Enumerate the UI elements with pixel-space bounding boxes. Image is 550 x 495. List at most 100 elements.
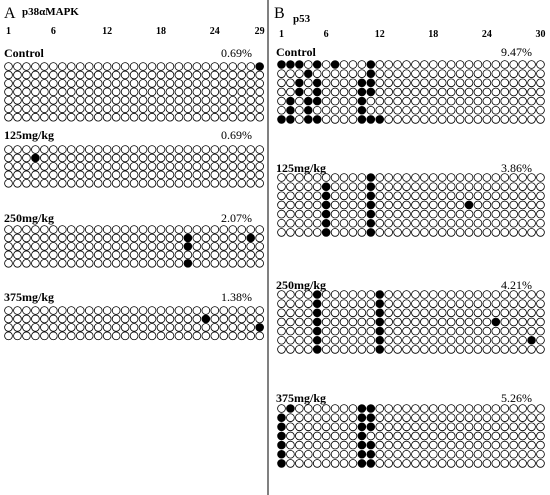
unmethylated-cpg-dot bbox=[183, 323, 193, 332]
unmethylated-cpg-dot bbox=[482, 78, 492, 88]
unmethylated-cpg-dot bbox=[491, 60, 501, 69]
unmethylated-cpg-dot bbox=[473, 449, 483, 459]
unmethylated-cpg-dot bbox=[129, 62, 139, 71]
unmethylated-cpg-dot bbox=[437, 173, 447, 182]
cpg-tick-30: 30 bbox=[535, 29, 545, 40]
unmethylated-cpg-dot bbox=[246, 331, 255, 341]
unmethylated-cpg-dot bbox=[446, 317, 456, 327]
unmethylated-cpg-dot bbox=[491, 173, 501, 182]
unmethylated-cpg-dot bbox=[500, 78, 510, 88]
unmethylated-cpg-dot bbox=[455, 105, 465, 115]
unmethylated-cpg-dot bbox=[393, 228, 402, 237]
unmethylated-cpg-dot bbox=[312, 200, 322, 210]
unmethylated-cpg-dot bbox=[4, 104, 13, 114]
unmethylated-cpg-dot bbox=[500, 449, 510, 459]
methylated-cpg-dot bbox=[246, 233, 255, 243]
unmethylated-cpg-dot bbox=[411, 449, 420, 459]
unmethylated-cpg-dot bbox=[255, 250, 264, 260]
unmethylated-cpg-dot bbox=[500, 345, 510, 354]
unmethylated-cpg-dot bbox=[402, 335, 411, 345]
unmethylated-cpg-dot bbox=[129, 79, 139, 88]
unmethylated-cpg-dot bbox=[455, 299, 465, 308]
group-125mg-kg: 125mg/kg 3.86% bbox=[276, 161, 545, 237]
unmethylated-cpg-dot bbox=[219, 104, 229, 114]
unmethylated-cpg-dot bbox=[111, 145, 121, 154]
unmethylated-cpg-dot bbox=[286, 182, 295, 191]
unmethylated-cpg-dot bbox=[156, 153, 166, 163]
unmethylated-cpg-dot bbox=[277, 105, 286, 115]
unmethylated-cpg-dot bbox=[518, 105, 527, 115]
unmethylated-cpg-dot bbox=[384, 96, 393, 106]
unmethylated-cpg-dot bbox=[183, 87, 193, 97]
unmethylated-cpg-dot bbox=[527, 326, 536, 336]
unmethylated-cpg-dot bbox=[437, 218, 447, 228]
unmethylated-cpg-dot bbox=[357, 218, 367, 228]
unmethylated-cpg-dot bbox=[348, 105, 358, 115]
unmethylated-cpg-dot bbox=[384, 317, 393, 327]
unmethylated-cpg-dot bbox=[402, 115, 411, 124]
unmethylated-cpg-dot bbox=[66, 323, 76, 332]
unmethylated-cpg-dot bbox=[165, 112, 175, 122]
unmethylated-cpg-dot bbox=[473, 209, 483, 219]
unmethylated-cpg-dot bbox=[411, 228, 420, 237]
unmethylated-cpg-dot bbox=[147, 323, 157, 332]
unmethylated-cpg-dot bbox=[420, 335, 429, 345]
unmethylated-cpg-dot bbox=[491, 78, 501, 88]
unmethylated-cpg-dot bbox=[31, 258, 40, 268]
unmethylated-cpg-dot bbox=[330, 299, 340, 308]
unmethylated-cpg-dot bbox=[473, 182, 483, 191]
unmethylated-cpg-dot bbox=[509, 115, 518, 124]
unmethylated-cpg-dot bbox=[93, 306, 103, 315]
unmethylated-cpg-dot bbox=[40, 306, 49, 315]
methylated-cpg-dot bbox=[357, 96, 367, 106]
unmethylated-cpg-dot bbox=[49, 233, 58, 243]
unmethylated-cpg-dot bbox=[40, 242, 49, 251]
unmethylated-cpg-dot bbox=[518, 326, 527, 336]
unmethylated-cpg-dot bbox=[402, 422, 411, 432]
unmethylated-cpg-dot bbox=[295, 218, 304, 228]
unmethylated-cpg-dot bbox=[40, 62, 49, 71]
unmethylated-cpg-dot bbox=[518, 191, 527, 201]
unmethylated-cpg-dot bbox=[321, 326, 331, 336]
unmethylated-cpg-dot bbox=[366, 105, 376, 115]
unmethylated-cpg-dot bbox=[295, 96, 304, 106]
unmethylated-cpg-dot bbox=[22, 331, 31, 341]
unmethylated-cpg-dot bbox=[22, 323, 31, 332]
unmethylated-cpg-dot bbox=[129, 162, 139, 171]
unmethylated-cpg-dot bbox=[102, 104, 112, 114]
unmethylated-cpg-dot bbox=[500, 105, 510, 115]
unmethylated-cpg-dot bbox=[303, 299, 313, 308]
unmethylated-cpg-dot bbox=[375, 449, 385, 459]
unmethylated-cpg-dot bbox=[75, 242, 85, 251]
unmethylated-cpg-dot bbox=[120, 96, 130, 105]
unmethylated-cpg-dot bbox=[464, 60, 474, 69]
unmethylated-cpg-dot bbox=[40, 162, 49, 171]
methylated-cpg-dot bbox=[357, 459, 367, 468]
unmethylated-cpg-dot bbox=[348, 60, 358, 69]
unmethylated-cpg-dot bbox=[500, 87, 510, 97]
unmethylated-cpg-dot bbox=[375, 440, 385, 450]
unmethylated-cpg-dot bbox=[330, 173, 340, 182]
unmethylated-cpg-dot bbox=[255, 104, 264, 114]
unmethylated-cpg-dot bbox=[58, 306, 67, 315]
unmethylated-cpg-dot bbox=[156, 250, 166, 260]
unmethylated-cpg-dot bbox=[446, 60, 456, 69]
unmethylated-cpg-dot bbox=[93, 145, 103, 154]
unmethylated-cpg-dot bbox=[246, 225, 255, 234]
unmethylated-cpg-dot bbox=[93, 62, 103, 71]
unmethylated-cpg-dot bbox=[129, 70, 139, 80]
unmethylated-cpg-dot bbox=[102, 170, 112, 180]
unmethylated-cpg-dot bbox=[303, 449, 313, 459]
unmethylated-cpg-dot bbox=[536, 299, 545, 308]
unmethylated-cpg-dot bbox=[84, 153, 94, 163]
unmethylated-cpg-dot bbox=[321, 317, 331, 327]
methylated-cpg-dot bbox=[286, 96, 295, 106]
unmethylated-cpg-dot bbox=[437, 299, 447, 308]
unmethylated-cpg-dot bbox=[255, 70, 264, 80]
unmethylated-cpg-dot bbox=[455, 290, 465, 299]
unmethylated-cpg-dot bbox=[527, 290, 536, 299]
unmethylated-cpg-dot bbox=[473, 422, 483, 432]
unmethylated-cpg-dot bbox=[330, 413, 340, 422]
unmethylated-cpg-dot bbox=[429, 299, 438, 308]
unmethylated-cpg-dot bbox=[527, 422, 536, 432]
